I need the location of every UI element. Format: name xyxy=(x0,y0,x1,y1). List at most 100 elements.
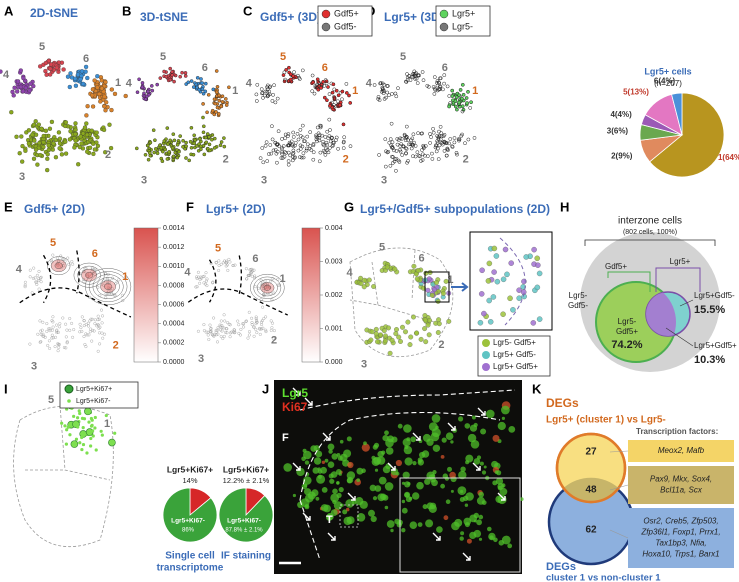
cell-dot xyxy=(447,141,451,146)
cell-dot xyxy=(205,132,210,136)
cell-dot xyxy=(445,84,450,89)
cell-dot xyxy=(290,143,295,147)
cell-dot xyxy=(203,135,208,140)
stain-blob xyxy=(486,409,495,419)
cell-dot xyxy=(201,124,206,129)
cell-dot xyxy=(219,262,223,266)
cell-dot xyxy=(293,155,297,160)
cell-dot xyxy=(207,148,212,153)
arrow xyxy=(472,462,481,471)
cell-dot xyxy=(490,294,497,300)
cell-dot xyxy=(227,257,231,261)
venn-value: 74.2% xyxy=(611,339,642,351)
tissue-label: T xyxy=(326,514,333,526)
zoom-box xyxy=(424,271,450,303)
cell-dot xyxy=(216,112,221,116)
cell-dot xyxy=(39,329,43,333)
leader xyxy=(679,299,694,307)
cell-dot xyxy=(23,283,27,287)
cell-dot xyxy=(250,316,254,320)
cell-dot xyxy=(178,74,182,79)
cell-dot xyxy=(143,97,148,101)
cell-dot xyxy=(288,77,293,82)
cell-dot xyxy=(76,425,80,429)
stain-blob xyxy=(373,456,382,465)
stain-blob xyxy=(496,470,502,476)
stain-blob xyxy=(483,465,487,469)
cell-dot xyxy=(299,155,304,160)
cell-dot xyxy=(160,159,165,163)
cell-dot xyxy=(258,327,262,331)
cell-dot xyxy=(271,277,275,281)
cell-dot xyxy=(425,154,430,159)
cluster-label: 5 xyxy=(215,243,221,255)
cell-dot xyxy=(280,151,284,156)
cell-dot xyxy=(460,104,465,109)
cell-dot xyxy=(215,340,219,344)
cell-dot xyxy=(219,328,223,332)
cell-dot xyxy=(265,87,270,91)
cell-dot xyxy=(162,139,167,143)
cell-dot xyxy=(91,434,95,438)
cell-dot xyxy=(334,138,338,143)
cell-dot xyxy=(85,75,90,81)
cell-dot xyxy=(270,298,274,302)
stain-blob xyxy=(422,504,428,510)
cell-dot xyxy=(140,81,145,85)
stain-blob xyxy=(395,471,400,476)
pie-inner: Lgr5+Ki67- xyxy=(227,518,261,525)
cluster-label: 5 xyxy=(400,51,406,63)
cell-dot xyxy=(92,78,97,83)
cell-dot xyxy=(93,267,97,271)
stain-blob xyxy=(464,423,471,429)
cell-dot xyxy=(39,126,44,131)
cell-dot xyxy=(80,315,84,319)
cell-dot xyxy=(260,91,264,96)
cell-dot xyxy=(41,133,46,139)
cell-dot xyxy=(396,86,400,91)
cell-dot xyxy=(286,162,291,167)
cell-dot xyxy=(317,133,322,137)
venn-subtitle: (802 cells, 100%) xyxy=(623,229,677,236)
cluster-label: 2 xyxy=(438,339,444,351)
cell-dot xyxy=(298,134,303,138)
stain-blob xyxy=(417,522,423,527)
cell-dot xyxy=(41,334,45,338)
cell-dot xyxy=(265,159,270,163)
cell-dot xyxy=(108,438,116,447)
cell-dot xyxy=(269,151,274,156)
cell-dot xyxy=(239,327,243,331)
cell-dot xyxy=(318,123,322,128)
cluster-label: 4 xyxy=(3,69,10,81)
cluster-boundary xyxy=(238,255,243,294)
cell-dot xyxy=(51,336,55,340)
cell-dot xyxy=(258,156,263,161)
cell-dot xyxy=(436,157,441,161)
stain-blob xyxy=(466,538,472,544)
cell-dot xyxy=(404,151,408,156)
stain-blob xyxy=(324,458,329,463)
cell-dot xyxy=(38,64,43,69)
cell-dot xyxy=(264,140,269,145)
cell-dot xyxy=(224,261,228,265)
cell-dot xyxy=(28,81,33,86)
cluster-boundary xyxy=(76,250,80,294)
cell-dot xyxy=(368,337,374,343)
panel-title: Gdf5+ (2D) xyxy=(24,202,85,216)
cell-dot xyxy=(68,433,72,437)
cluster-label: 4 xyxy=(126,77,133,89)
cell-dot xyxy=(464,96,469,100)
pie-subtitle: 12.2% ± 2.1% xyxy=(223,476,270,485)
cell-dot xyxy=(304,146,309,151)
cell-dot xyxy=(231,264,235,268)
stain-blob xyxy=(450,440,454,444)
panel-letter: I xyxy=(4,381,8,396)
cell-dot xyxy=(520,284,526,290)
cell-dot xyxy=(191,85,196,89)
cell-dot xyxy=(270,99,275,103)
cell-dot xyxy=(38,340,42,344)
cell-dot xyxy=(311,80,315,85)
cell-dot xyxy=(31,156,37,161)
cell-dot xyxy=(280,137,284,141)
micrograph xyxy=(274,380,522,574)
